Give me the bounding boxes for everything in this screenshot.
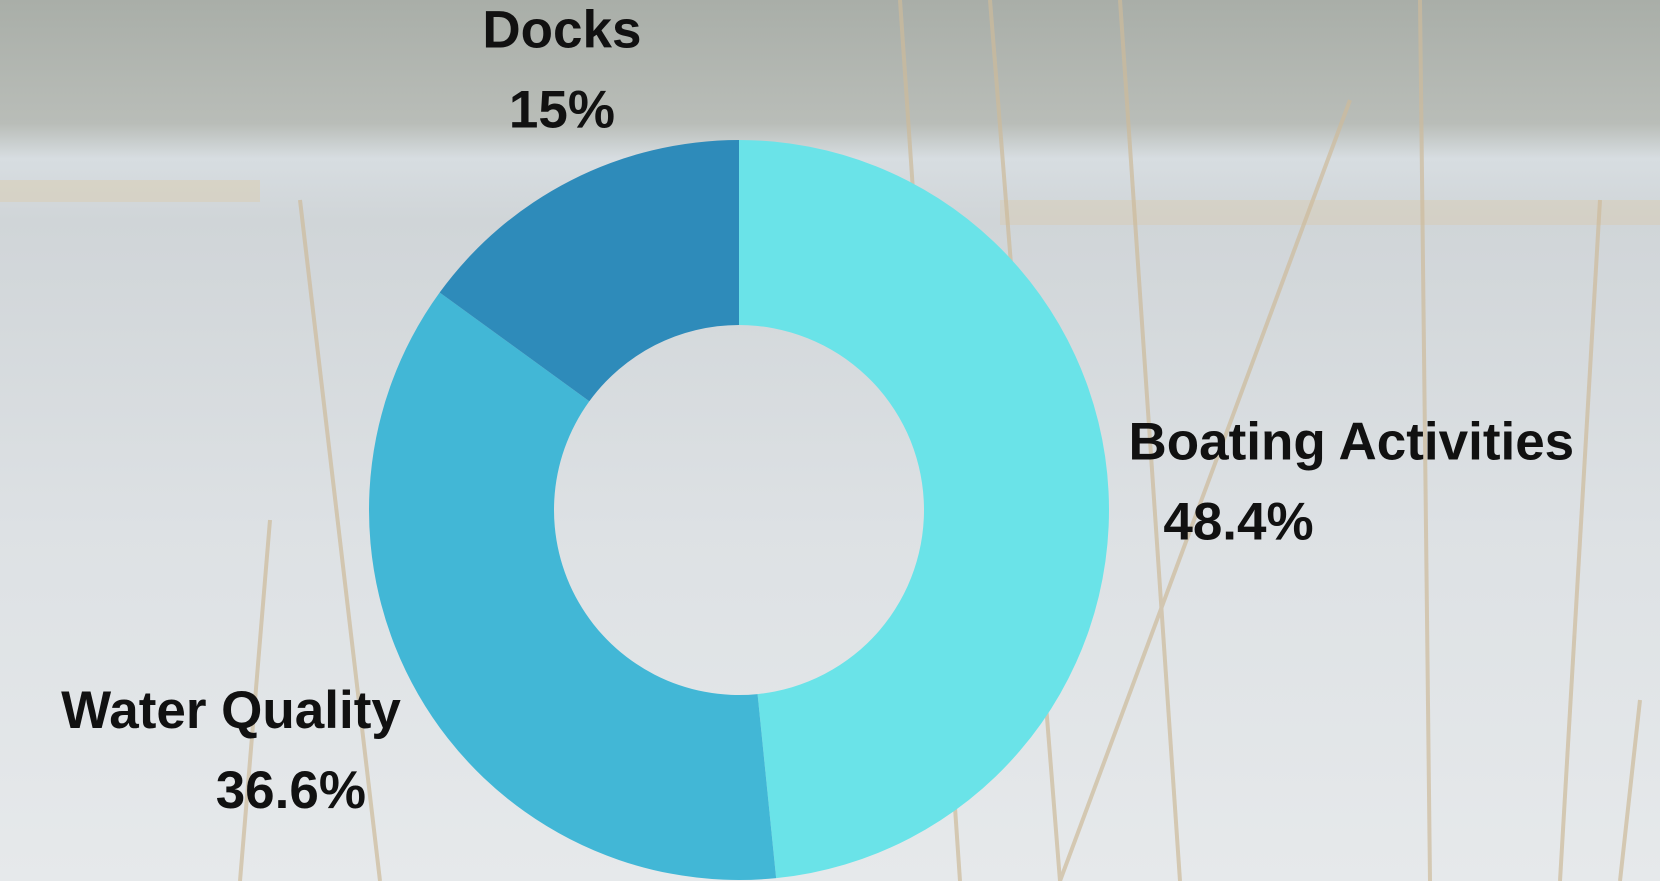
slice-label: Docks [482, 0, 641, 59]
donut-slice [369, 292, 777, 881]
plot-area: Boating Activities 48.4% Water Quality 36.6… [61, 0, 1575, 881]
donut-slice [739, 140, 1109, 879]
slice-value-label: 48.4% [1163, 492, 1313, 551]
slice-value-label: 36.6% [216, 761, 366, 820]
donut-slice [439, 140, 739, 402]
slice-value-label: 15% [509, 80, 615, 139]
slice-label: Water Quality [61, 681, 401, 740]
slice-label: Boating Activities [1129, 412, 1575, 471]
